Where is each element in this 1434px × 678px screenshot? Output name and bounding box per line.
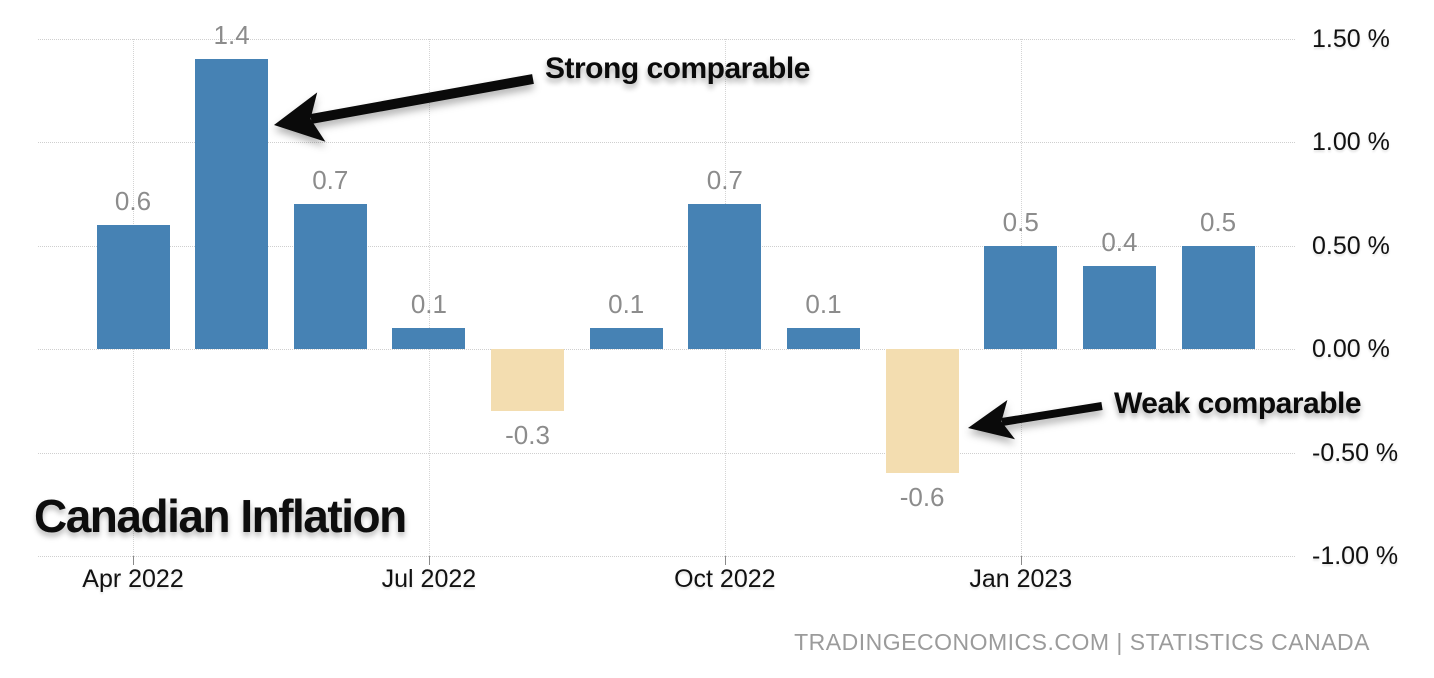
bar-jul-2022 [392,328,466,349]
y-gridline [38,452,1295,454]
bar-value-label: 1.4 [213,20,250,51]
bar-value-label: 0.1 [608,289,645,320]
x-tick-label: Jan 2023 [969,565,1073,593]
bar-oct-2022 [688,204,762,349]
bar-aug-2022 [491,349,565,412]
x-axis-tick [724,556,726,565]
y-gridline [38,38,1295,40]
chart-title: Canadian Inflation [34,490,407,542]
bar-value-label: 0.5 [1002,206,1039,237]
y-gridline [38,142,1295,143]
y-tick-label: -1.00 % [1312,542,1399,570]
bar-feb-2023 [1082,266,1156,349]
bar-value-label: 0.7 [312,165,349,196]
weak-comparable-arrow [968,399,1103,440]
y-tick-label: 0.00 % [1312,335,1390,363]
x-tick-label: Apr 2022 [82,565,184,593]
bar-value-label: 0.7 [706,165,743,196]
bar-sep-2022 [589,328,663,349]
bar-value-label: 0.1 [410,289,447,320]
bar-nov-2022 [786,328,860,349]
y-tick-label: -0.50 % [1312,438,1399,467]
bar-dec-2022 [885,349,959,474]
bar-value-label: 0.1 [805,289,842,320]
x-tick-label: Oct 2022 [674,565,776,593]
y-gridline [38,349,1295,350]
x-gridline [428,38,430,556]
y-tick-label: 1.50 % [1312,24,1390,53]
bar-apr-2022 [96,224,170,349]
y-gridline [38,556,1295,557]
strong-comparable-arrow [274,74,534,142]
y-gridline [38,245,1295,247]
y-tick-label: 0.50 % [1312,231,1390,260]
bar-jan-2023 [984,245,1058,349]
bar-value-label: -0.3 [505,420,550,451]
y-tick-label: 1.00 % [1312,128,1390,156]
strong-comparable-annotation: Strong comparable [545,52,810,85]
bar-jun-2022 [293,204,367,349]
bar-value-label: -0.6 [899,482,945,513]
bar-value-label: 0.4 [1101,227,1138,258]
weak-comparable-annotation: Weak comparable [1114,387,1362,420]
source-attribution: TRADINGECONOMICS.COM | STATISTICS CANADA [794,629,1370,655]
x-axis-tick [133,556,134,565]
bar-value-label: 0.6 [114,185,152,216]
bar-value-label: 0.5 [1199,206,1237,237]
x-tick-label: Jul 2022 [381,565,477,593]
x-axis-tick [428,556,430,565]
bar-may-2022 [195,59,269,349]
x-axis-tick [1020,556,1022,565]
bar-mar-2023 [1181,245,1255,349]
